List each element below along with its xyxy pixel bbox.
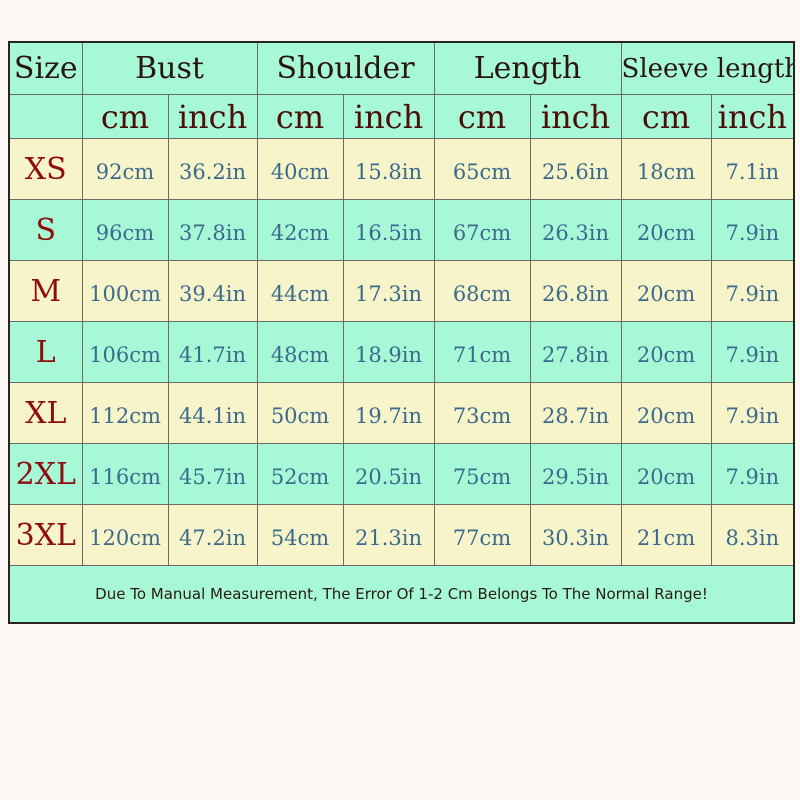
header-row-units: cm inch cm inch cm inch cm inch xyxy=(8,94,795,139)
empty-cell xyxy=(8,94,83,139)
measurement-cell: 45.7in xyxy=(167,443,258,505)
sleeve-length-header: Sleeve length xyxy=(620,41,795,95)
size-cell: S xyxy=(8,199,83,261)
table-row: 3XL 120cm 47.2in 54cm 21.3in 77cm 30.3in 21cm 8.… xyxy=(8,504,795,566)
measurement-cell: 7.1in xyxy=(710,138,795,200)
measurement-cell: 20.5in xyxy=(342,443,435,505)
table-row: L 106cm 41.7in 48cm 18.9in 71cm 27.8in 20cm 7.9i… xyxy=(8,321,795,383)
size-cell: M xyxy=(8,260,83,322)
measurement-cell: 27.8in xyxy=(529,321,622,383)
measurement-cell: 73cm xyxy=(433,382,531,444)
measurement-cell: 7.9in xyxy=(710,199,795,261)
measurement-cell: 20cm xyxy=(620,199,712,261)
measurement-cell: 39.4in xyxy=(167,260,258,322)
measurement-note: Due To Manual Measurement, The Error Of … xyxy=(8,565,795,624)
measurement-cell: 42cm xyxy=(256,199,344,261)
measurement-cell: 77cm xyxy=(433,504,531,566)
measurement-cell: 26.8in xyxy=(529,260,622,322)
size-cell: L xyxy=(8,321,83,383)
measurement-cell: 44cm xyxy=(256,260,344,322)
measurement-cell: 26.3in xyxy=(529,199,622,261)
measurement-cell: 7.9in xyxy=(710,260,795,322)
measurement-cell: 71cm xyxy=(433,321,531,383)
measurement-cell: 20cm xyxy=(620,443,712,505)
size-chart-table: Size Bust Shoulder Length Sleeve length … xyxy=(8,41,796,624)
unit-header: inch xyxy=(529,94,622,139)
measurement-cell: 21.3in xyxy=(342,504,435,566)
measurement-cell: 52cm xyxy=(256,443,344,505)
measurement-cell: 20cm xyxy=(620,260,712,322)
shoulder-header: Shoulder xyxy=(256,41,435,95)
measurement-cell: 28.7in xyxy=(529,382,622,444)
bust-header: Bust xyxy=(81,41,258,95)
measurement-cell: 16.5in xyxy=(342,199,435,261)
measurement-cell: 65cm xyxy=(433,138,531,200)
table-row: XL 112cm 44.1in 50cm 19.7in 73cm 28.7in 20cm 7.9… xyxy=(8,382,795,444)
unit-header: cm xyxy=(81,94,169,139)
measurement-cell: 68cm xyxy=(433,260,531,322)
measurement-cell: 7.9in xyxy=(710,443,795,505)
header-row-groups: Size Bust Shoulder Length Sleeve length xyxy=(8,41,795,95)
unit-header: cm xyxy=(256,94,344,139)
size-cell: XL xyxy=(8,382,83,444)
measurement-cell: 112cm xyxy=(81,382,169,444)
unit-header: cm xyxy=(620,94,712,139)
unit-header: inch xyxy=(710,94,795,139)
table-row: 2XL 116cm 45.7in 52cm 20.5in 75cm 29.5in 20cm 7.… xyxy=(8,443,795,505)
size-cell: XS xyxy=(8,138,83,200)
note-row: Due To Manual Measurement, The Error Of … xyxy=(8,565,795,624)
measurement-cell: 48cm xyxy=(256,321,344,383)
measurement-cell: 116cm xyxy=(81,443,169,505)
measurement-cell: 25.6in xyxy=(529,138,622,200)
measurement-cell: 15.8in xyxy=(342,138,435,200)
measurement-cell: 75cm xyxy=(433,443,531,505)
measurement-cell: 41.7in xyxy=(167,321,258,383)
unit-header: inch xyxy=(342,94,435,139)
measurement-cell: 7.9in xyxy=(710,382,795,444)
unit-header: cm xyxy=(433,94,531,139)
measurement-cell: 37.8in xyxy=(167,199,258,261)
measurement-cell: 54cm xyxy=(256,504,344,566)
measurement-cell: 106cm xyxy=(81,321,169,383)
measurement-cell: 18cm xyxy=(620,138,712,200)
measurement-cell: 17.3in xyxy=(342,260,435,322)
measurement-cell: 30.3in xyxy=(529,504,622,566)
measurement-cell: 20cm xyxy=(620,382,712,444)
size-cell: 2XL xyxy=(8,443,83,505)
unit-header: inch xyxy=(167,94,258,139)
table-row: M 100cm 39.4in 44cm 17.3in 68cm 26.8in 20cm 7.9i… xyxy=(8,260,795,322)
measurement-cell: 67cm xyxy=(433,199,531,261)
measurement-cell: 8.3in xyxy=(710,504,795,566)
measurement-cell: 100cm xyxy=(81,260,169,322)
measurement-cell: 7.9in xyxy=(710,321,795,383)
measurement-cell: 50cm xyxy=(256,382,344,444)
measurement-cell: 18.9in xyxy=(342,321,435,383)
table-row: S 96cm 37.8in 42cm 16.5in 67cm 26.3in 20cm 7.9in xyxy=(8,199,795,261)
size-header: Size xyxy=(8,41,83,95)
measurement-cell: 21cm xyxy=(620,504,712,566)
measurement-cell: 92cm xyxy=(81,138,169,200)
measurement-cell: 19.7in xyxy=(342,382,435,444)
size-cell: 3XL xyxy=(8,504,83,566)
measurement-cell: 44.1in xyxy=(167,382,258,444)
length-header: Length xyxy=(433,41,622,95)
measurement-cell: 29.5in xyxy=(529,443,622,505)
measurement-cell: 36.2in xyxy=(167,138,258,200)
measurement-cell: 120cm xyxy=(81,504,169,566)
measurement-cell: 40cm xyxy=(256,138,344,200)
table-row: XS 92cm 36.2in 40cm 15.8in 65cm 25.6in 18cm 7.1i… xyxy=(8,138,795,200)
measurement-cell: 20cm xyxy=(620,321,712,383)
measurement-cell: 96cm xyxy=(81,199,169,261)
measurement-cell: 47.2in xyxy=(167,504,258,566)
